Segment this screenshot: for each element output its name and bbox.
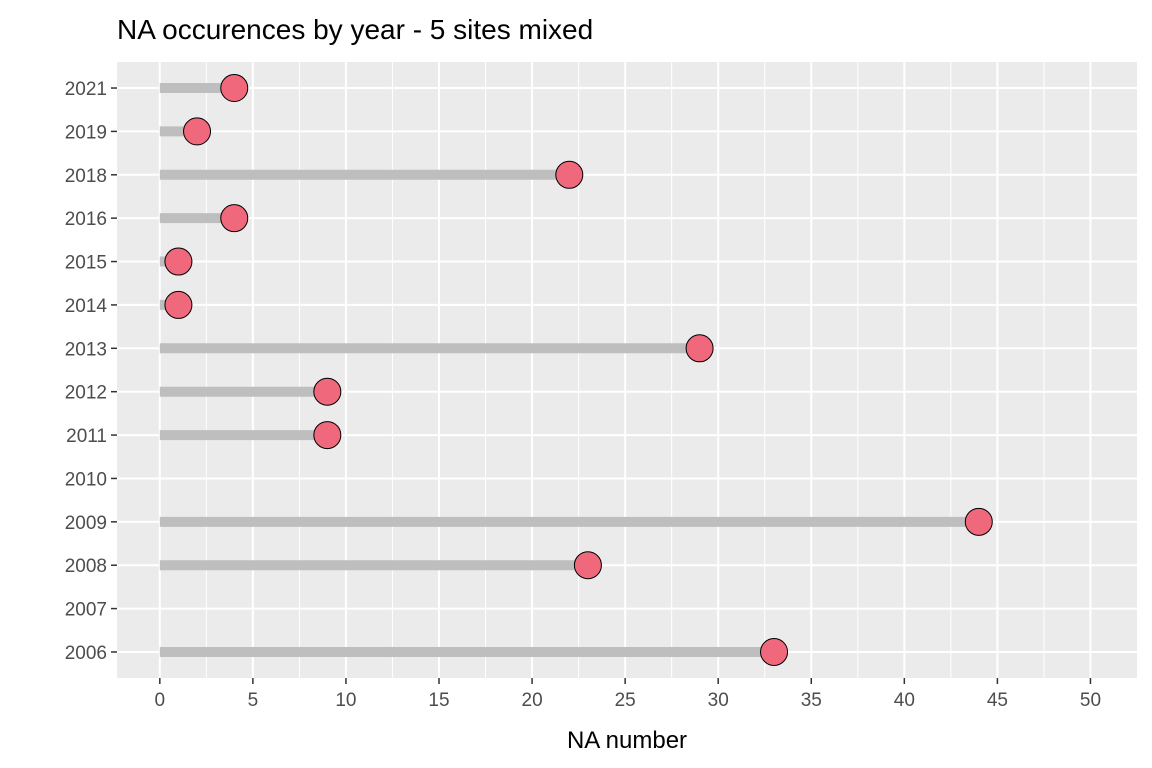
y-tick-label-2009: 2009 <box>65 513 107 534</box>
plot-panel <box>117 62 1137 678</box>
x-tick-label-5: 5 <box>248 690 259 711</box>
y-tick-label-2021: 2021 <box>65 79 107 100</box>
y-tick-label-2010: 2010 <box>65 469 107 490</box>
x-tick-label-45: 45 <box>987 690 1008 711</box>
point-2016 <box>220 204 249 233</box>
chart-title: NA occurences by year - 5 sites mixed <box>117 14 593 45</box>
y-tick-label-2012: 2012 <box>65 383 107 404</box>
y-tick-label-2007: 2007 <box>65 600 107 621</box>
point-2006 <box>760 637 789 666</box>
y-tick-label-2006: 2006 <box>65 643 107 664</box>
x-tick-label-40: 40 <box>894 690 915 711</box>
point-2019 <box>183 117 212 146</box>
point-2009 <box>964 507 993 536</box>
point-2014 <box>164 290 193 319</box>
x-tick-label-35: 35 <box>801 690 822 711</box>
x-axis: 0 5 10 15 20 25 30 35 40 45 50 <box>155 678 1101 711</box>
point-2021 <box>220 74 249 103</box>
x-tick-label-10: 10 <box>335 690 356 711</box>
y-tick-label-2011: 2011 <box>66 426 107 447</box>
y-tick-label-2016: 2016 <box>65 209 107 230</box>
x-tick-label-50: 50 <box>1080 690 1101 711</box>
x-tick-label-20: 20 <box>522 690 543 711</box>
point-2012 <box>313 377 342 406</box>
point-2008 <box>573 551 602 580</box>
point-2015 <box>164 247 193 276</box>
y-tick-label-2008: 2008 <box>65 556 107 577</box>
y-tick-label-2018: 2018 <box>65 166 107 187</box>
y-tick-label-2013: 2013 <box>65 339 107 360</box>
y-tick-label-2015: 2015 <box>65 253 107 274</box>
point-2011 <box>313 421 342 450</box>
x-axis-title: NA number <box>567 727 687 754</box>
point-2018 <box>555 160 584 189</box>
point-layer <box>164 74 993 666</box>
x-tick-label-0: 0 <box>155 690 166 711</box>
point-2013 <box>685 334 714 363</box>
y-tick-label-2019: 2019 <box>65 122 107 143</box>
y-tick-label-2014: 2014 <box>65 296 108 317</box>
y-axis: 2006 2007 2008 2009 2010 2011 2012 2013 2014 2015… <box>65 79 117 664</box>
x-tick-label-15: 15 <box>428 690 449 711</box>
x-tick-label-30: 30 <box>708 690 729 711</box>
x-tick-label-25: 25 <box>615 690 636 711</box>
